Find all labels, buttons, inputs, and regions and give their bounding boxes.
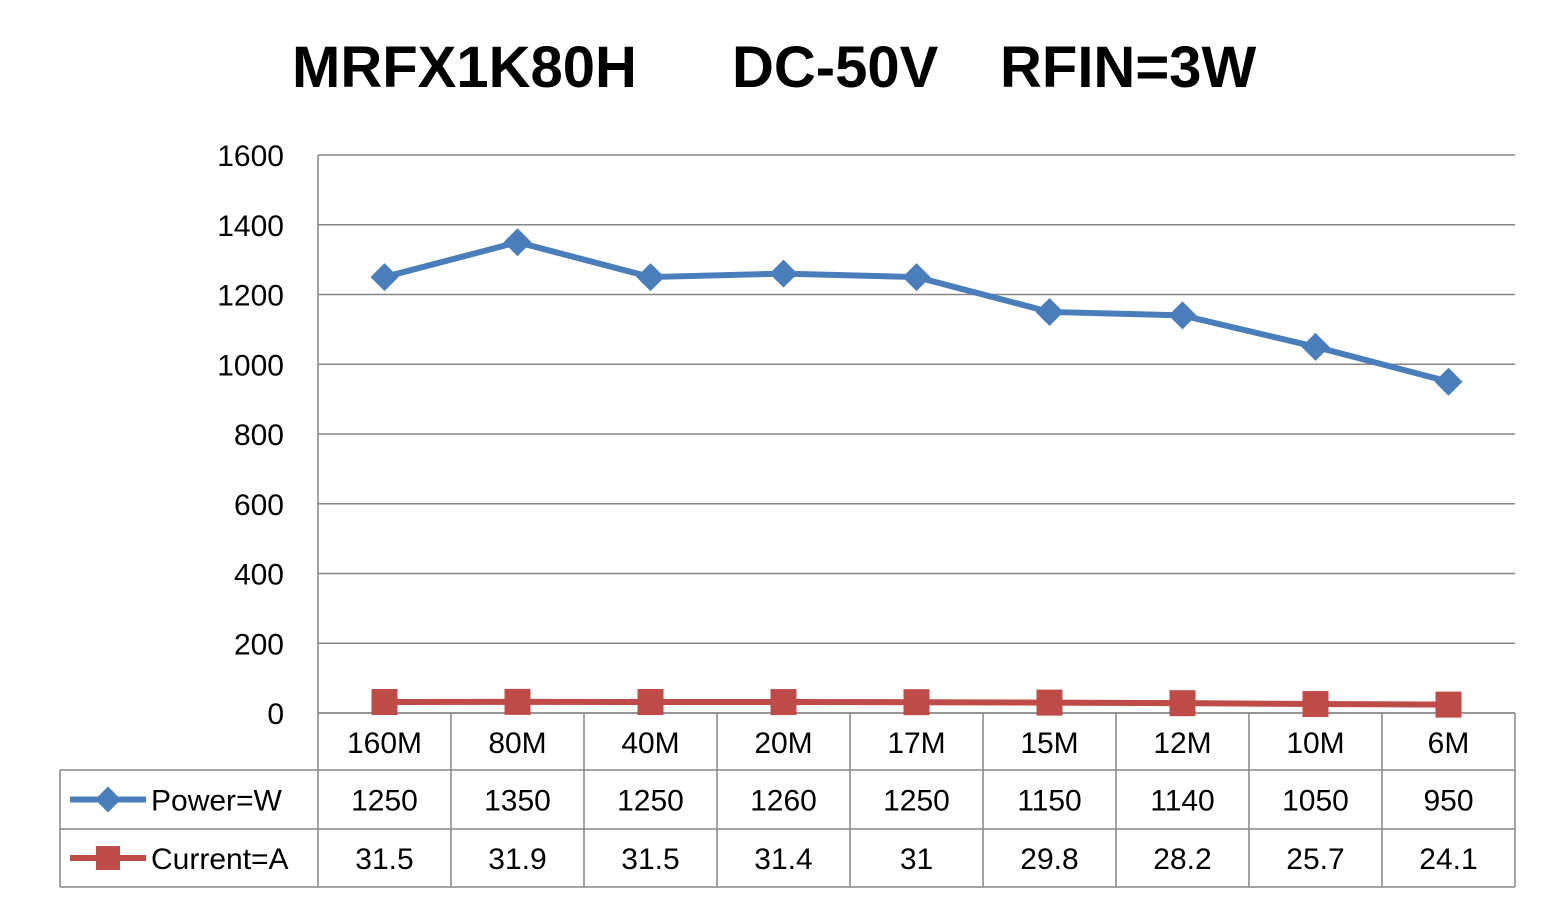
data-label: 29.8	[1020, 843, 1078, 876]
category-label: 17M	[887, 727, 945, 760]
data-point	[902, 263, 931, 292]
data-point	[370, 263, 399, 292]
category-label: 15M	[1020, 727, 1078, 760]
data-point	[637, 689, 664, 716]
category-label: 10M	[1286, 727, 1344, 760]
data-label: 31.5	[621, 843, 679, 876]
y-tick-label: 600	[234, 489, 284, 522]
data-label: 1260	[750, 785, 817, 818]
title-rfin: RFIN=3W	[1000, 35, 1257, 100]
category-label: 20M	[754, 727, 812, 760]
category-label: 80M	[488, 727, 546, 760]
y-tick-label: 0	[267, 698, 284, 731]
data-label: 31.9	[488, 843, 546, 876]
data-label: 31	[900, 843, 933, 876]
y-tick-label: 1600	[217, 140, 284, 173]
data-label: 950	[1423, 785, 1473, 818]
data-point	[769, 259, 798, 288]
y-tick-label: 1000	[217, 349, 284, 382]
y-tick-label: 1400	[217, 210, 284, 243]
title-voltage: DC-50V	[732, 35, 939, 100]
title-model: MRFX1K80H	[292, 35, 637, 100]
legend-label: Power=W	[151, 785, 283, 818]
data-label: 31.4	[754, 843, 812, 876]
data-label: 31.5	[355, 843, 413, 876]
data-label: 1250	[351, 785, 418, 818]
data-label: 1250	[617, 785, 684, 818]
category-label: 12M	[1153, 727, 1211, 760]
y-tick-label: 400	[234, 559, 284, 592]
data-point	[1169, 690, 1196, 717]
data-point	[1301, 332, 1330, 361]
data-point	[770, 689, 797, 716]
data-label: 1140	[1150, 785, 1215, 818]
data-label: 24.1	[1419, 843, 1477, 876]
data-point	[503, 228, 532, 257]
y-tick-label: 200	[234, 628, 284, 661]
chart-title: MRFX1K80H DC-50V RFIN=3W	[0, 34, 1556, 114]
data-point	[371, 689, 398, 716]
data-point	[903, 689, 930, 716]
data-point	[1035, 297, 1064, 326]
legend-marker	[96, 846, 120, 870]
category-label: 6M	[1428, 727, 1470, 760]
data-point	[636, 263, 665, 292]
data-label: 1350	[484, 785, 551, 818]
data-label: 28.2	[1153, 843, 1211, 876]
data-point	[1036, 689, 1063, 716]
data-point	[1302, 691, 1329, 718]
data-label: 25.7	[1286, 843, 1344, 876]
legend-label: Current=A	[151, 843, 289, 876]
data-label: 1150	[1017, 785, 1082, 818]
data-point	[1435, 691, 1462, 718]
data-label: 1250	[883, 785, 950, 818]
category-label: 40M	[621, 727, 679, 760]
y-tick-label: 1200	[217, 280, 284, 313]
data-point	[1434, 367, 1463, 396]
data-label: 1050	[1282, 785, 1349, 818]
category-label: 160M	[347, 727, 422, 760]
data-point	[1168, 301, 1197, 330]
legend-marker	[95, 786, 121, 813]
y-tick-label: 800	[234, 419, 284, 452]
data-point	[504, 688, 531, 715]
